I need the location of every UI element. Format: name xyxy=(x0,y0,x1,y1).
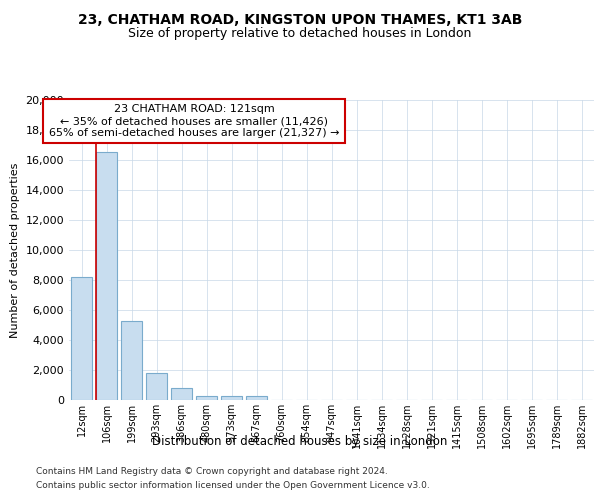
Bar xyxy=(121,320,142,400)
Bar xyxy=(71,277,92,400)
Text: 23 CHATHAM ROAD: 121sqm
← 35% of detached houses are smaller (11,426)
65% of sem: 23 CHATHAM ROAD: 121sqm ← 35% of detache… xyxy=(49,104,339,138)
Bar xyxy=(96,152,117,400)
Text: Size of property relative to detached houses in London: Size of property relative to detached ho… xyxy=(128,28,472,40)
Text: 23, CHATHAM ROAD, KINGSTON UPON THAMES, KT1 3AB: 23, CHATHAM ROAD, KINGSTON UPON THAMES, … xyxy=(78,12,522,26)
Bar xyxy=(246,396,267,400)
Text: Distribution of detached houses by size in London: Distribution of detached houses by size … xyxy=(152,435,448,448)
Text: Contains HM Land Registry data © Crown copyright and database right 2024.: Contains HM Land Registry data © Crown c… xyxy=(36,468,388,476)
Text: Contains public sector information licensed under the Open Government Licence v3: Contains public sector information licen… xyxy=(36,481,430,490)
Y-axis label: Number of detached properties: Number of detached properties xyxy=(10,162,20,338)
Bar xyxy=(171,388,192,400)
Bar xyxy=(221,396,242,400)
Bar xyxy=(196,396,217,400)
Bar xyxy=(146,373,167,400)
